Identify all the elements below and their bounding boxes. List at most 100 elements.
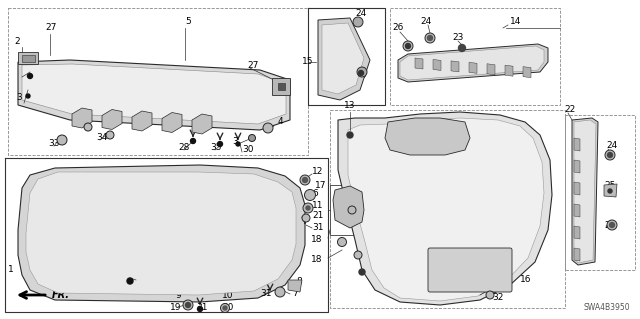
Text: 13: 13 bbox=[344, 101, 355, 110]
Polygon shape bbox=[574, 248, 580, 261]
Circle shape bbox=[486, 291, 494, 299]
Circle shape bbox=[183, 300, 193, 310]
Text: 35: 35 bbox=[210, 144, 221, 152]
Circle shape bbox=[106, 131, 114, 139]
Text: FR.: FR. bbox=[52, 290, 70, 300]
Text: 28: 28 bbox=[178, 144, 189, 152]
Text: 12: 12 bbox=[312, 167, 323, 176]
Polygon shape bbox=[272, 78, 290, 95]
Polygon shape bbox=[451, 61, 459, 72]
Polygon shape bbox=[433, 59, 441, 70]
Text: 7: 7 bbox=[292, 290, 298, 299]
Text: 4: 4 bbox=[278, 117, 284, 127]
Circle shape bbox=[191, 138, 195, 144]
Polygon shape bbox=[288, 280, 302, 292]
Text: 2: 2 bbox=[14, 38, 20, 47]
Circle shape bbox=[223, 306, 227, 310]
Text: 34: 34 bbox=[80, 108, 92, 116]
Circle shape bbox=[305, 189, 316, 201]
Text: 24: 24 bbox=[606, 142, 617, 151]
Text: 6: 6 bbox=[312, 189, 317, 197]
Circle shape bbox=[605, 150, 615, 160]
Circle shape bbox=[607, 220, 617, 230]
Text: 17: 17 bbox=[314, 181, 326, 189]
Polygon shape bbox=[22, 55, 35, 62]
Text: 21: 21 bbox=[312, 211, 323, 220]
Polygon shape bbox=[398, 44, 548, 82]
Text: 19: 19 bbox=[170, 302, 182, 311]
Text: 30: 30 bbox=[242, 145, 253, 154]
Polygon shape bbox=[604, 184, 617, 197]
Circle shape bbox=[428, 35, 433, 41]
Text: 20: 20 bbox=[222, 303, 234, 313]
Polygon shape bbox=[574, 120, 596, 263]
Circle shape bbox=[28, 73, 33, 78]
Polygon shape bbox=[278, 83, 285, 90]
Text: 31: 31 bbox=[196, 302, 207, 311]
Polygon shape bbox=[102, 109, 122, 130]
Text: 16: 16 bbox=[520, 276, 531, 285]
Text: 25: 25 bbox=[355, 71, 366, 80]
Circle shape bbox=[357, 67, 367, 77]
Text: 26: 26 bbox=[604, 221, 616, 231]
Circle shape bbox=[303, 203, 313, 213]
Circle shape bbox=[186, 302, 191, 308]
Circle shape bbox=[302, 214, 310, 222]
Circle shape bbox=[353, 17, 363, 27]
Circle shape bbox=[347, 132, 353, 138]
Polygon shape bbox=[18, 60, 290, 130]
Circle shape bbox=[609, 222, 614, 227]
Text: 27: 27 bbox=[247, 61, 259, 70]
Circle shape bbox=[248, 135, 255, 142]
Text: 9: 9 bbox=[175, 292, 180, 300]
Text: 11: 11 bbox=[312, 202, 323, 211]
Text: 32: 32 bbox=[492, 293, 504, 302]
Polygon shape bbox=[415, 58, 423, 69]
Circle shape bbox=[425, 33, 435, 43]
Circle shape bbox=[57, 135, 67, 145]
Circle shape bbox=[236, 142, 240, 146]
Polygon shape bbox=[505, 65, 513, 76]
Polygon shape bbox=[487, 64, 495, 75]
Polygon shape bbox=[333, 186, 364, 228]
Text: 31: 31 bbox=[312, 224, 323, 233]
FancyBboxPatch shape bbox=[428, 248, 512, 292]
Polygon shape bbox=[26, 172, 296, 295]
Polygon shape bbox=[22, 64, 286, 124]
Text: 24: 24 bbox=[420, 18, 431, 26]
Circle shape bbox=[218, 142, 223, 146]
Text: 30: 30 bbox=[16, 93, 28, 102]
Circle shape bbox=[84, 123, 92, 131]
Circle shape bbox=[303, 177, 307, 182]
Circle shape bbox=[358, 70, 364, 76]
Text: 34: 34 bbox=[96, 133, 108, 143]
Circle shape bbox=[607, 152, 612, 158]
Circle shape bbox=[406, 43, 410, 48]
Text: 22: 22 bbox=[564, 106, 575, 115]
Circle shape bbox=[403, 41, 413, 51]
Circle shape bbox=[359, 269, 365, 275]
Text: 23: 23 bbox=[452, 33, 463, 42]
Polygon shape bbox=[162, 113, 182, 132]
Polygon shape bbox=[469, 62, 477, 73]
Text: 25: 25 bbox=[604, 182, 616, 190]
Circle shape bbox=[354, 251, 362, 259]
Circle shape bbox=[458, 44, 465, 51]
Polygon shape bbox=[338, 112, 552, 305]
Polygon shape bbox=[318, 18, 370, 100]
Polygon shape bbox=[574, 160, 580, 173]
Polygon shape bbox=[72, 108, 92, 128]
Polygon shape bbox=[132, 111, 152, 131]
Text: 33: 33 bbox=[48, 138, 60, 147]
Circle shape bbox=[348, 206, 356, 214]
Circle shape bbox=[337, 238, 346, 247]
Text: 3: 3 bbox=[232, 137, 237, 146]
Polygon shape bbox=[385, 118, 470, 155]
Polygon shape bbox=[348, 118, 544, 301]
Text: 10: 10 bbox=[222, 292, 234, 300]
Circle shape bbox=[198, 307, 202, 311]
Polygon shape bbox=[192, 114, 212, 134]
Polygon shape bbox=[18, 52, 38, 64]
Text: 27: 27 bbox=[45, 24, 56, 33]
Text: 31: 31 bbox=[260, 290, 271, 299]
